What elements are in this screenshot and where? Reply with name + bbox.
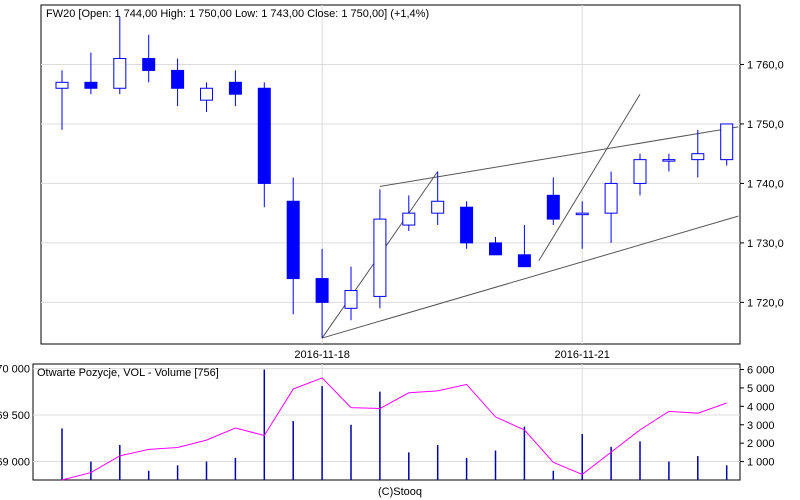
trend-line [379,126,739,187]
candle-body [228,81,242,95]
candle-body [171,69,185,89]
price-tick-label: 1 740,0 [747,178,784,190]
candle-body [315,278,329,303]
volume-tick-label: 2 000 [747,438,775,450]
volume-axis: 1 000 2 000 3 000 4 000 5 000 6 000 [740,365,775,469]
oi-tick-label: 69 000 [0,456,30,468]
volume-tick-label: 1 000 [747,457,775,469]
price-y-axis: 1 720,0 1 730,0 1 740,0 1 750,0 1 760,0 [740,59,784,309]
candle-body [431,200,445,214]
volume-chart-title: Otwarte Pozycje, VOL - Volume [756] [37,367,219,379]
price-tick-label: 1 750,0 [747,119,784,131]
candle-body [460,206,474,244]
volume-grid [33,364,740,480]
trend-line [321,215,739,339]
candle-body [373,218,387,297]
candle-body [720,123,734,161]
price-chart-title: FW20 [Open: 1 744,00 High: 1 750,00 Low:… [46,8,429,20]
candle-body [55,81,69,89]
footer-credit: (C)Stooq [378,486,422,498]
candle-body [113,58,127,89]
open-interest-series [61,377,727,481]
candle-body [286,200,300,280]
candle-body [633,159,647,184]
volume-tick-label: 5 000 [747,383,775,395]
open-interest-line [61,377,727,481]
candle-body [662,159,676,162]
price-x-axis: 2016-11-18 2016-11-21 [294,349,610,361]
volume-tick-label: 6 000 [747,365,775,377]
volume-panel-frame [32,363,741,481]
price-tick-label: 1 730,0 [747,238,784,250]
oi-tick-label: 70 000 [0,364,30,376]
price-panel-frame [40,4,741,345]
candle-body [489,242,502,256]
candle-body [691,153,705,161]
candle-body [142,58,156,71]
candle-body [344,289,358,309]
candle-body [200,87,213,101]
date-tick-label: 2016-11-18 [294,349,349,361]
candle-body [604,182,618,214]
volume-bars [61,369,728,480]
candle-body [517,254,531,268]
date-tick-label: 2016-11-21 [554,349,609,361]
candle-body [257,87,271,184]
candle-body [84,81,98,89]
open-interest-axis: 69 000 69 500 70 000 [0,364,30,469]
candles [55,16,734,339]
volume-tick-label: 4 000 [747,401,775,413]
candle-body [546,194,560,220]
volume-tick-label: 3 000 [747,420,775,432]
candle-body [575,212,589,216]
price-tick-label: 1 760,0 [747,59,784,71]
oi-tick-label: 69 500 [0,410,30,422]
trend-line [538,93,641,261]
candle-body [402,212,416,226]
price-tick-label: 1 720,0 [747,297,784,309]
